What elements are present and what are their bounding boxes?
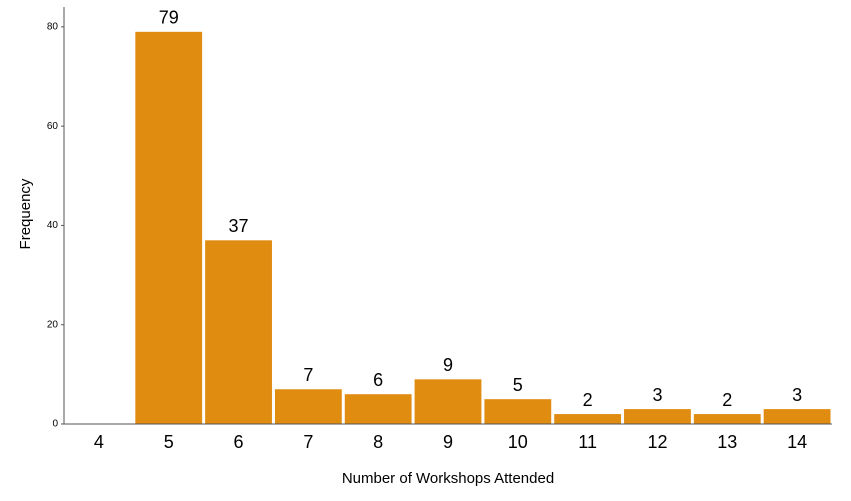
x-tick-label: 5 [164,432,174,452]
bar [135,31,203,424]
data-label: 5 [513,375,523,395]
bar [763,409,831,424]
y-axis-title: Frequency [17,178,34,249]
x-axis-title: Number of Workshops Attended [342,470,554,487]
x-tick-label: 11 [578,432,597,452]
x-tick-label: 7 [303,432,313,452]
bar [344,394,412,424]
bar [693,414,761,424]
data-label: 79 [159,8,179,28]
bar [414,379,482,424]
data-label: 7 [303,365,313,385]
bar [624,409,691,424]
x-tick-label: 6 [234,432,244,452]
x-tick-label: 4 [94,432,104,452]
data-label: 3 [792,385,802,405]
x-tick-label: 13 [717,432,737,452]
x-tick-label: 12 [647,432,667,452]
y-tick-label: 80 [47,21,59,32]
bar [484,399,552,424]
data-label: 2 [722,390,732,410]
x-tick-label: 10 [508,432,528,452]
data-label: 3 [652,385,662,405]
data-label: 37 [229,216,249,236]
bar [554,414,622,424]
data-label: 9 [443,355,453,375]
y-tick-label: 40 [47,220,59,231]
y-tick-label: 0 [52,419,58,430]
x-tick-label: 14 [787,432,807,452]
y-tick-label: 60 [47,121,59,132]
data-label: 6 [373,370,383,390]
x-tick-label: 8 [373,432,383,452]
x-tick-label: 9 [443,432,453,452]
y-tick-label: 20 [47,319,59,330]
bar [274,389,342,424]
data-label: 2 [583,390,593,410]
bar [205,240,272,424]
